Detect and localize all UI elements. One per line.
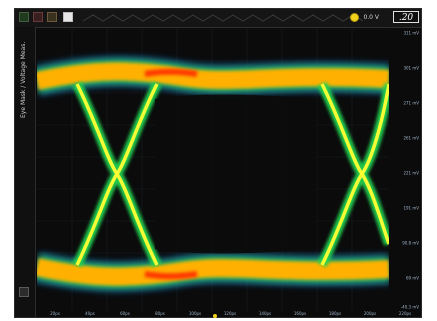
- oscilloscope-window: 0.0 V .20 Eye Mask / Voltage Meas.: [14, 8, 422, 318]
- green-square-icon[interactable]: [19, 12, 29, 22]
- x-tick-label: 100ps: [188, 311, 202, 316]
- eye-openings: [155, 94, 317, 254]
- sidebar-label: Eye Mask / Voltage Meas.: [20, 41, 27, 119]
- display-icon[interactable]: [63, 12, 73, 22]
- x-tick-label: 40ps: [85, 311, 95, 316]
- y-tick-label: 90.8 mV: [402, 240, 419, 246]
- eye-diagram-svg: [37, 29, 389, 311]
- x-tick-label: 60ps: [120, 311, 130, 316]
- x-tick-label: 200ps: [363, 311, 377, 316]
- time-marker-dot[interactable]: [213, 314, 217, 318]
- x-tick-label: 180ps: [328, 311, 342, 316]
- y-tick-label: 191 mV: [403, 205, 419, 211]
- x-tick-label: 220ps: [398, 311, 412, 316]
- eye-main-bands: [37, 62, 389, 286]
- sidebar-handle[interactable]: [19, 287, 29, 297]
- y-axis: 311 mV 301 mV 271 mV 261 mV 221 mV 191 m…: [391, 29, 421, 311]
- x-tick-label: 20ps: [50, 311, 60, 316]
- brown-square-icon[interactable]: [47, 12, 57, 22]
- y-tick-label: 221 mV: [403, 170, 419, 176]
- y-tick-label: 301 mV: [403, 65, 419, 71]
- eye-diagram-plot: [37, 29, 389, 311]
- x-tick-label: 160ps: [293, 311, 307, 316]
- eye-hotspots: [144, 68, 198, 280]
- voltage-readout[interactable]: 0.0 V: [349, 12, 383, 23]
- x-tick-label: 80ps: [155, 311, 165, 316]
- measurement-dot-icon: [350, 13, 360, 22]
- toolbar: 0.0 V .20: [15, 9, 421, 28]
- y-tick-label: 261 mV: [403, 135, 419, 141]
- y-tick-label: -40.3 mV: [400, 304, 419, 310]
- corner-value-box[interactable]: .20: [393, 11, 419, 23]
- red-square-icon[interactable]: [33, 12, 43, 22]
- x-tick-label: 140ps: [258, 311, 272, 316]
- y-tick-label: 271 mV: [403, 100, 419, 106]
- toolbar-zigzag-decoration: [83, 14, 363, 22]
- eye-transitions-core: [75, 83, 389, 266]
- voltage-readout-text: 0.0 V: [363, 14, 379, 21]
- y-tick-label: 311 mV: [403, 30, 419, 36]
- x-tick-label: 120ps: [223, 311, 237, 316]
- y-tick-label: 69 mV: [406, 275, 419, 281]
- sidebar: Eye Mask / Voltage Meas.: [15, 27, 36, 317]
